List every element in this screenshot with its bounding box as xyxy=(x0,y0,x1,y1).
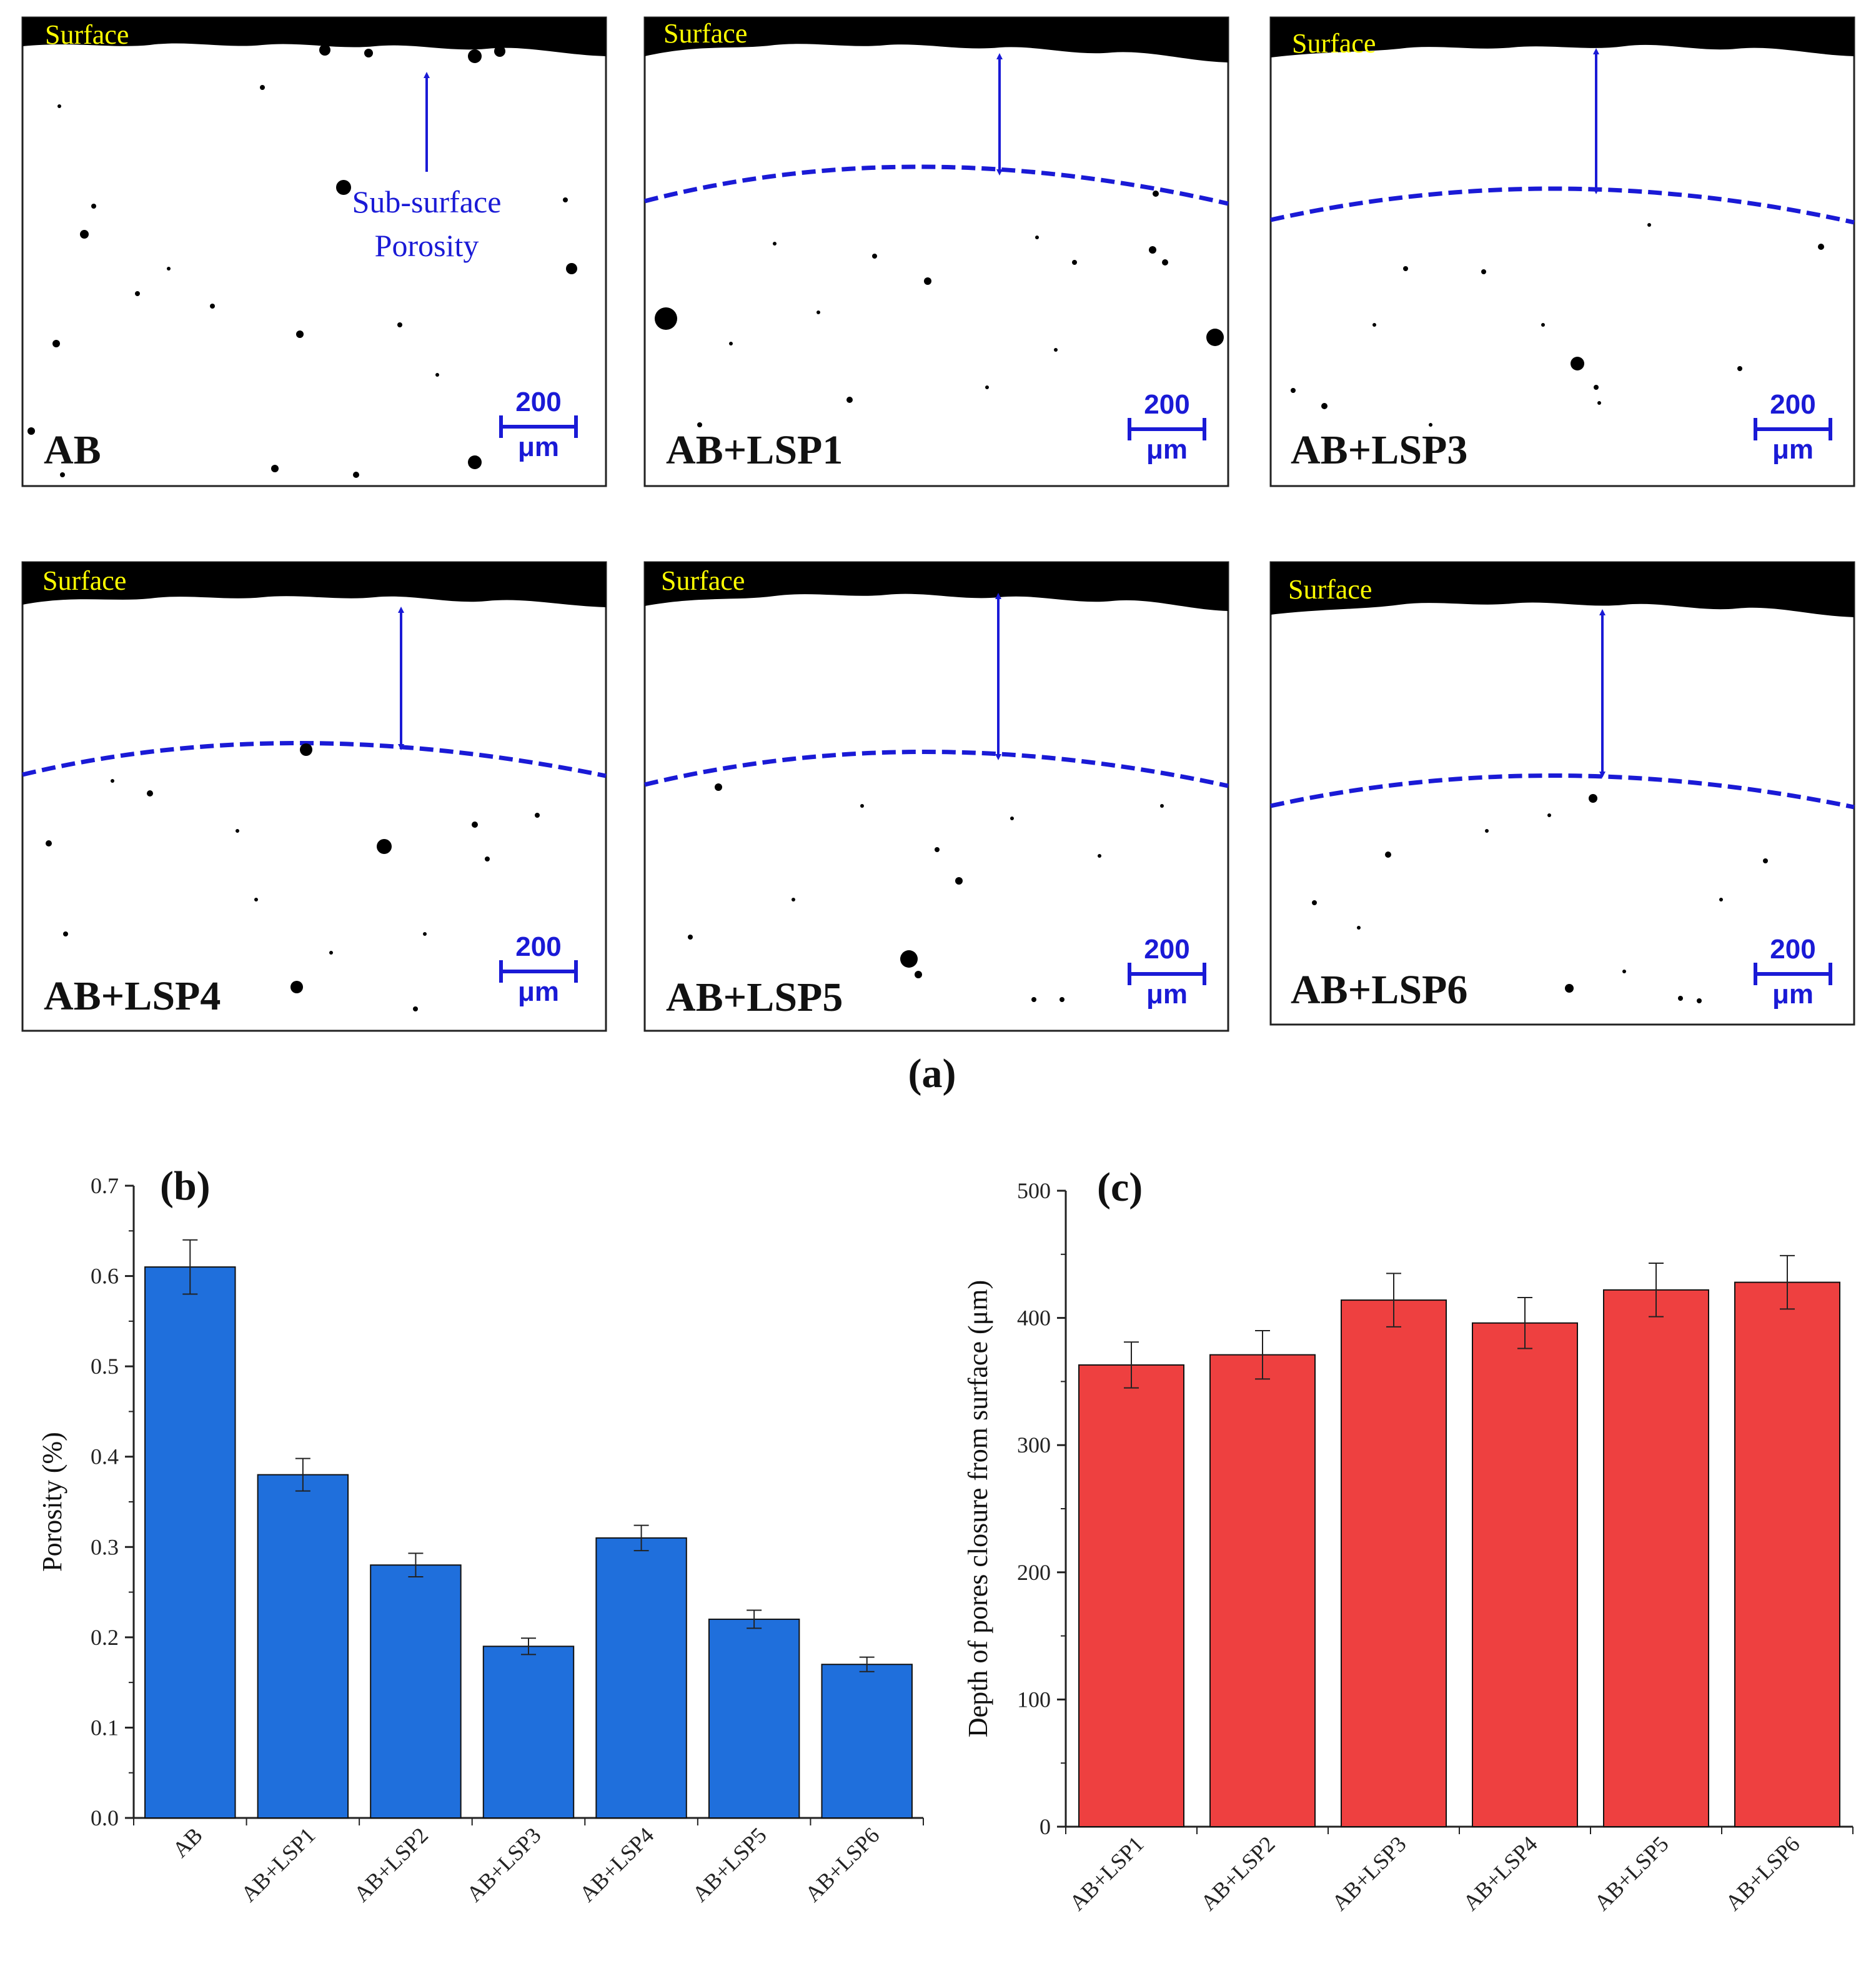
x-tick-label: AB+LSP5 xyxy=(687,1822,772,1907)
panel-label: AB+LSP1 xyxy=(666,427,843,473)
bar-ab-lsp1 xyxy=(257,1474,349,1819)
scale-unit: μm xyxy=(1772,434,1814,465)
y-axis-title: Depth of pores closure from surface (μm) xyxy=(963,1280,993,1737)
y-tick-label: 500 xyxy=(1017,1178,1051,1203)
scale-unit: μm xyxy=(518,432,559,462)
y-tick-label: 200 xyxy=(1017,1560,1051,1585)
y-tick-label: 0.0 xyxy=(91,1805,119,1830)
pores xyxy=(688,783,1164,1002)
x-tick-label: AB+LSP6 xyxy=(800,1822,885,1907)
pores xyxy=(27,44,577,478)
x-tick-label: AB+LSP3 xyxy=(1327,1831,1411,1915)
scale-unit: μm xyxy=(1146,434,1188,465)
chart-depth-pore-closure: 0 100 200 300 400 500 AB+LSP1 AB+LSP2 AB+LSP3 AB+… xyxy=(963,1164,1854,1915)
bar-ab-lsp1 xyxy=(1078,1364,1184,1827)
surface-label: Surface xyxy=(1292,28,1376,59)
micrograph-panel-ab-lsp6: Surface AB+LSP6 200 μm xyxy=(1269,561,1855,1026)
panel-label: AB xyxy=(44,427,101,473)
y-tick-label: 0.7 xyxy=(91,1173,119,1198)
micrograph-panel-ab: Surface Sub-surface Porosity AB 200 μm xyxy=(21,16,607,487)
y-tick-label: 400 xyxy=(1017,1306,1051,1331)
y-tick-label: 0.1 xyxy=(91,1715,119,1740)
y-tick-label: 0.5 xyxy=(91,1354,119,1379)
x-tick-label: AB+LSP4 xyxy=(1458,1831,1542,1915)
bar-ab-lsp6 xyxy=(821,1664,913,1819)
micrograph-panel-ab-lsp4: Surface AB+LSP4 200 μm xyxy=(21,561,607,1032)
bar-ab-lsp4 xyxy=(1472,1322,1578,1827)
panel-label: AB+LSP4 xyxy=(44,973,221,1019)
x-tick-label: AB+LSP5 xyxy=(1589,1831,1674,1915)
annotation-sub-surface: Sub-surface xyxy=(352,184,502,219)
pores xyxy=(46,743,540,1011)
pores xyxy=(1312,794,1768,1003)
scale-unit: μm xyxy=(518,976,559,1007)
scale-value: 200 xyxy=(1144,934,1189,965)
micrograph-panel-ab-lsp3: Surface AB+LSP3 200 μm xyxy=(1269,16,1855,487)
surface-label: Surface xyxy=(1288,574,1372,605)
chart-title: (c) xyxy=(1097,1164,1143,1210)
scale-value: 200 xyxy=(515,387,561,417)
scale-value: 200 xyxy=(515,931,561,962)
panel-label: AB+LSP3 xyxy=(1291,427,1467,473)
scale-unit: μm xyxy=(1772,979,1814,1010)
y-tick-label: 0.6 xyxy=(91,1264,119,1289)
x-tick-label: AB xyxy=(167,1822,207,1862)
annotation-porosity: Porosity xyxy=(375,228,479,263)
y-tick-label: 0.2 xyxy=(91,1625,119,1650)
y-axis-title: Porosity (%) xyxy=(37,1432,67,1572)
x-tick-label: AB+LSP6 xyxy=(1720,1831,1805,1915)
chart-title: (b) xyxy=(160,1163,211,1209)
y-tick-label: 300 xyxy=(1017,1432,1051,1457)
bar-ab-lsp4 xyxy=(595,1537,687,1819)
x-tick-label: AB+LSP2 xyxy=(349,1822,433,1907)
surface-label: Surface xyxy=(42,565,126,596)
pores xyxy=(655,191,1224,427)
surface-label: Surface xyxy=(663,18,747,49)
figure-label-a: (a) xyxy=(908,1051,956,1096)
surface-label: Surface xyxy=(661,565,745,596)
micrograph-panel-ab-lsp1: Surface AB+LSP1 200 μm xyxy=(643,16,1229,487)
micrograph-panels: Surface Sub-surface Porosity AB 200 μm xyxy=(21,16,1855,1096)
scale-value: 200 xyxy=(1144,389,1189,420)
scale-value: 200 xyxy=(1770,389,1815,420)
x-tick-label: AB+LSP1 xyxy=(1065,1831,1149,1915)
x-tick-label: AB+LSP2 xyxy=(1196,1831,1280,1915)
pores xyxy=(1291,223,1824,427)
x-tick-label: AB+LSP1 xyxy=(236,1822,320,1907)
y-tick-label: 0.3 xyxy=(91,1534,119,1559)
y-tick-label: 100 xyxy=(1017,1687,1051,1712)
panel-label: AB+LSP5 xyxy=(666,975,843,1020)
bar-ab-lsp3 xyxy=(482,1646,575,1819)
scale-value: 200 xyxy=(1770,934,1815,965)
micrograph-panel-ab-lsp5: Surface AB+LSP5 200 μm xyxy=(643,561,1229,1032)
bar-ab-lsp3 xyxy=(1341,1299,1447,1827)
bar-ab-lsp2 xyxy=(370,1564,462,1819)
bar-ab xyxy=(144,1266,236,1819)
y-tick-label: 0.4 xyxy=(91,1444,119,1469)
bar-ab-lsp5 xyxy=(708,1618,800,1819)
bar-ab-lsp5 xyxy=(1603,1289,1709,1828)
y-tick-label: 0 xyxy=(1040,1814,1051,1839)
bar-ab-lsp6 xyxy=(1734,1281,1840,1828)
chart-porosity: 0.0 0.1 0.2 0.3 0.4 0.5 0.6 0.7 AB AB+LSP1 AB+LSP2… xyxy=(37,1163,924,1907)
scale-unit: μm xyxy=(1146,979,1188,1010)
x-tick-label: AB+LSP4 xyxy=(575,1822,659,1907)
bar-ab-lsp2 xyxy=(1209,1354,1316,1828)
panel-label: AB+LSP6 xyxy=(1291,967,1467,1013)
x-tick-label: AB+LSP3 xyxy=(462,1822,546,1907)
surface-label: Surface xyxy=(45,19,129,50)
